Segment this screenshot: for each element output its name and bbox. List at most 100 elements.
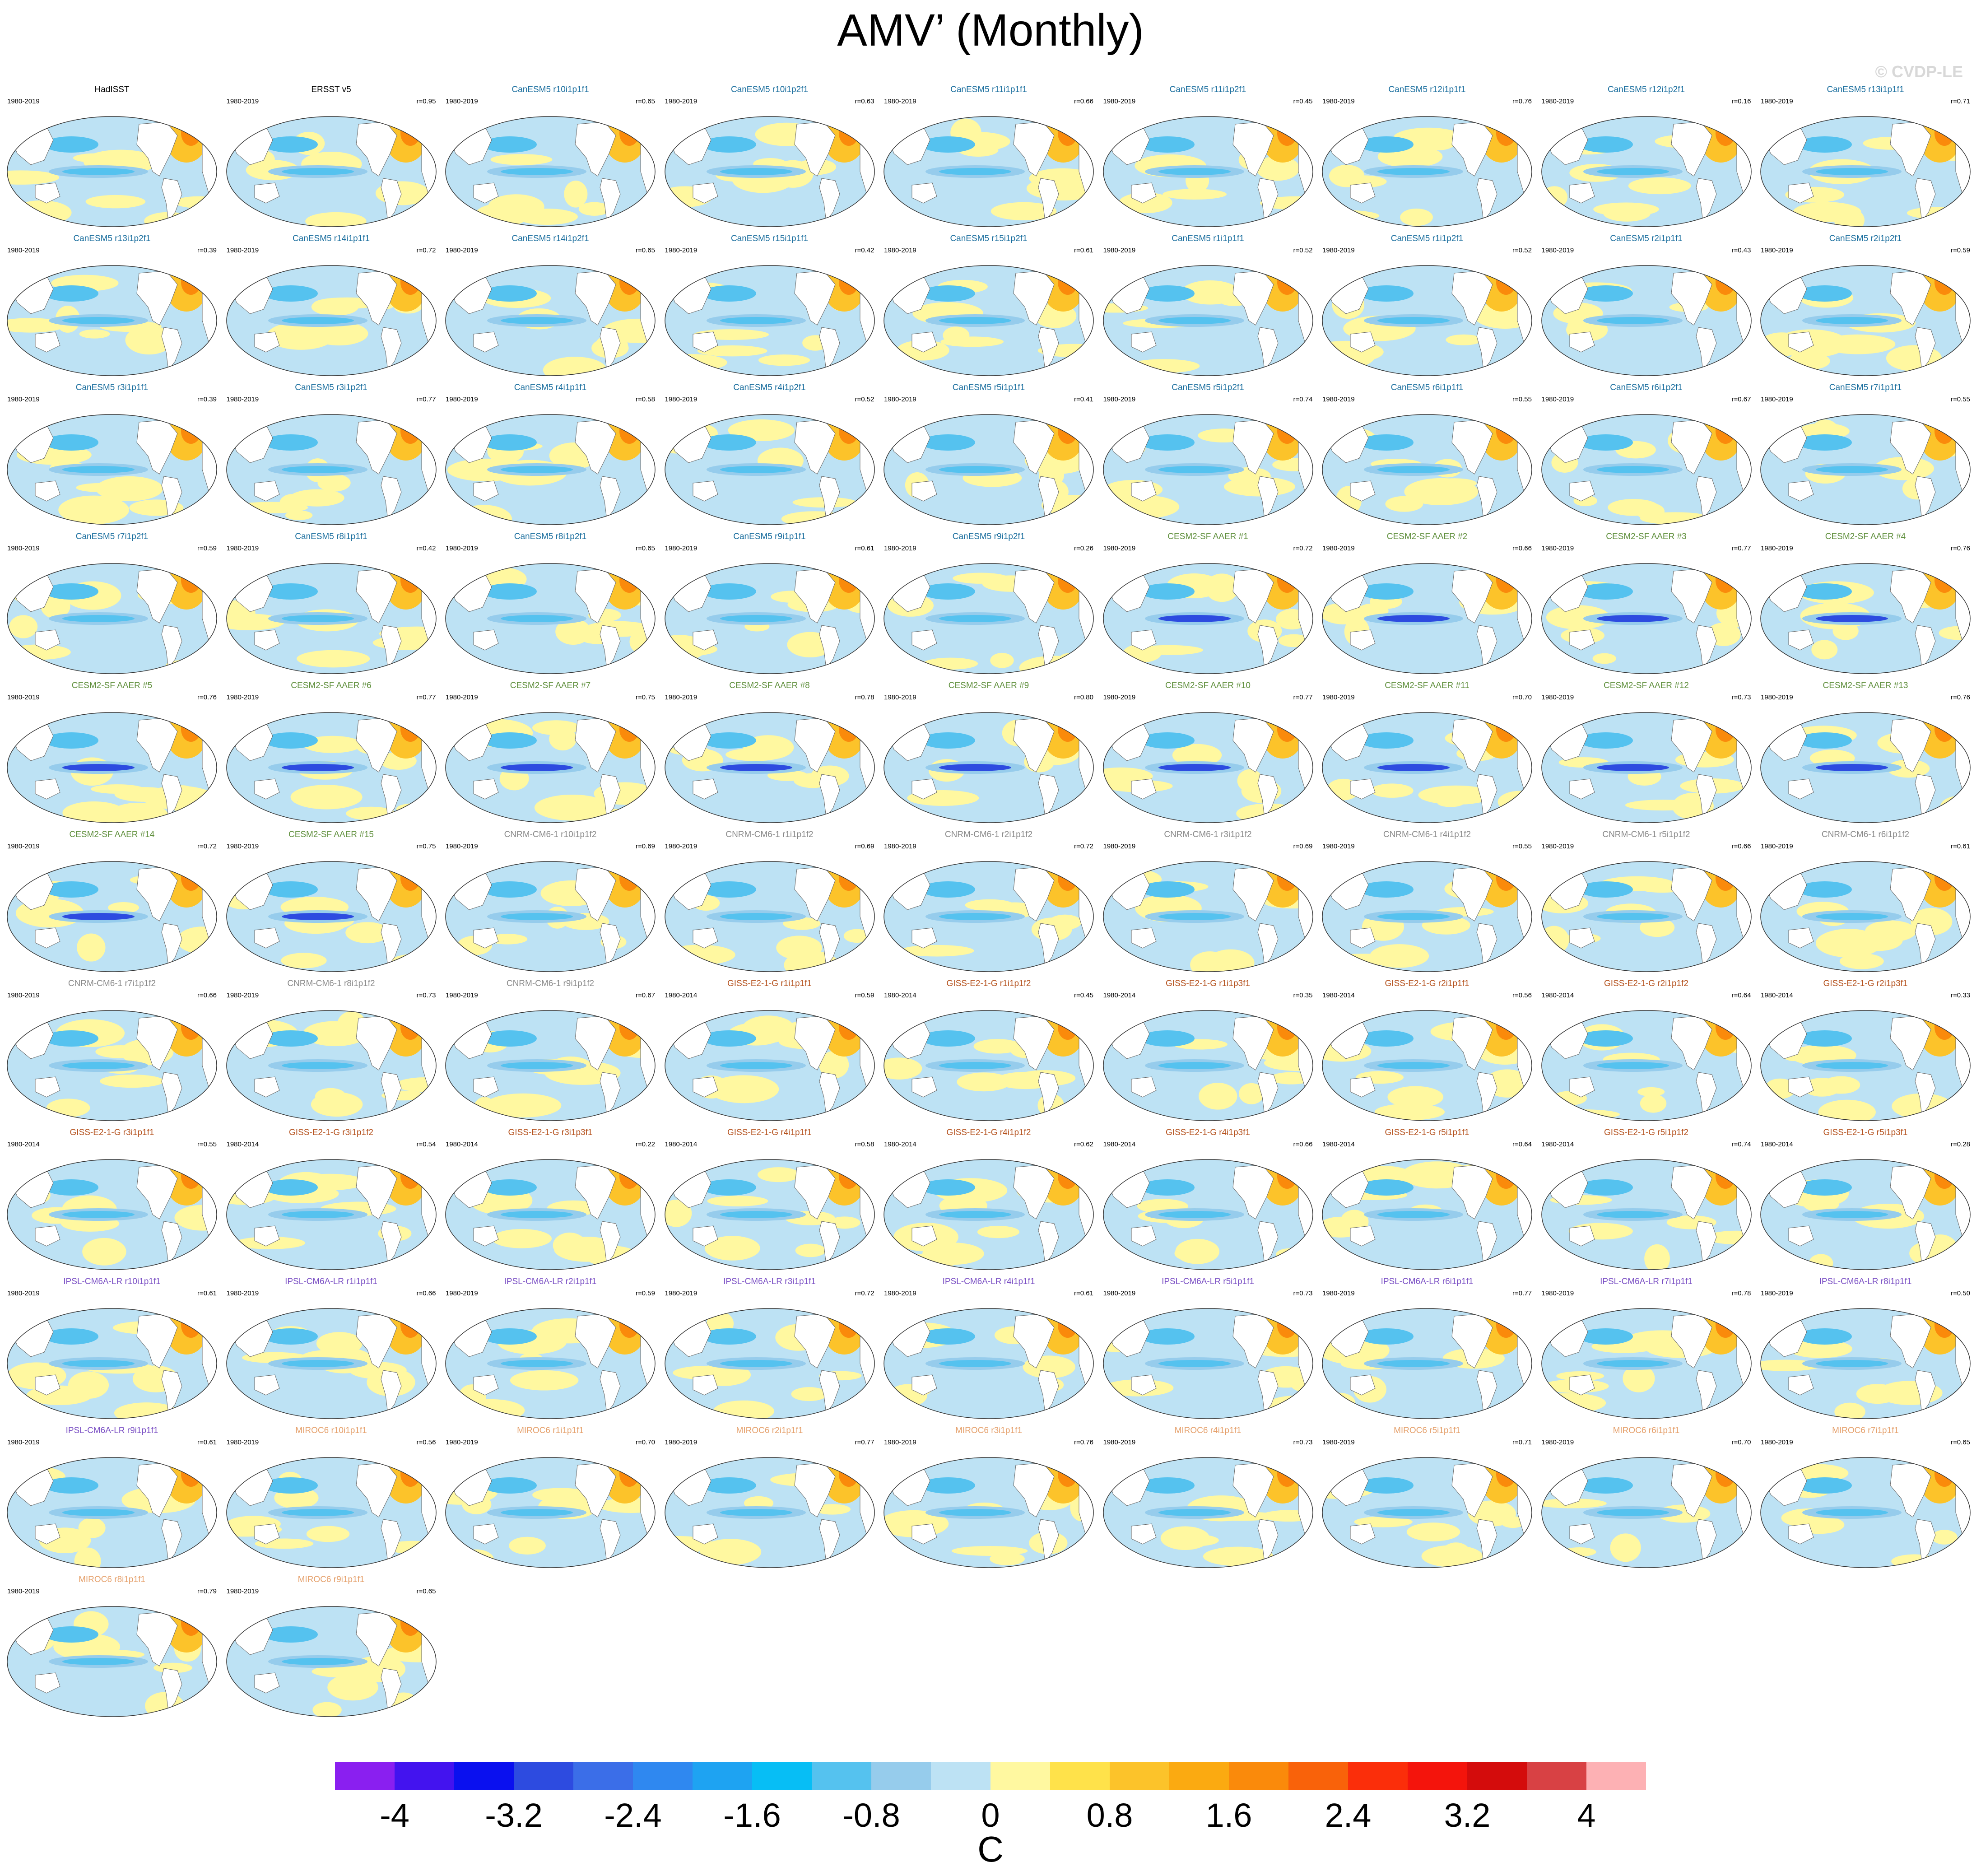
australia-landmass: [254, 331, 280, 353]
north-atlantic-peak: [846, 1018, 855, 1027]
map-panel: IPSL-CM6A-LR r9i1p1f1 1980-2019 r=0.61: [4, 1422, 220, 1571]
sst-anomaly-map: [1541, 116, 1752, 227]
north-atlantic-warm-core: [181, 866, 201, 891]
panel-pattern-correlation: r=0.33: [1951, 992, 1970, 999]
north-america-landmass: [1232, 1313, 1274, 1369]
north-atlantic-peak: [628, 1167, 636, 1176]
australia-landmass: [1350, 1225, 1376, 1247]
australia-landmass: [911, 331, 937, 353]
north-atlantic-peak: [189, 1614, 197, 1623]
north-pacific-cold: [921, 881, 975, 898]
map-panel: CanESM5 r11i1p1f1 1980-2019 r=0.66: [880, 81, 1097, 230]
warm-anomaly-region: [447, 458, 524, 482]
sst-anomaly-map: [1102, 116, 1313, 227]
panel-pattern-correlation: r=0.52: [855, 396, 874, 403]
sst-anomaly-map: [1322, 563, 1532, 674]
colorbar-swatch: [1110, 1762, 1170, 1790]
map-panel: GISS-E2-1-G r2i1p1f1 1980-2014 r=0.56: [1319, 975, 1535, 1124]
warm-anomaly-region: [554, 443, 587, 467]
map-panel: CESM2-SF AAER #10 1980-2019 r=0.77: [1100, 677, 1316, 826]
north-pacific-cold: [44, 732, 98, 749]
panel-period: 1980-2014: [1541, 1140, 1574, 1148]
pacific-cold-core: [1596, 466, 1669, 473]
pacific-cold-core: [1816, 466, 1888, 473]
panel-member-label: CESM2-SF AAER #2: [1386, 532, 1468, 541]
north-atlantic-warm-core: [1496, 121, 1516, 146]
map-panel: MIROC6 r4i1p1f1 1980-2019 r=0.73: [1100, 1422, 1316, 1571]
sst-anomaly-map: [226, 1159, 437, 1270]
sst-anomaly-map: [445, 712, 656, 823]
pacific-cold-core: [1158, 1360, 1231, 1367]
north-atlantic-peak: [1943, 273, 1951, 282]
panel-member-label: CanESM5 r8i1p2f1: [514, 532, 587, 541]
australia-landmass: [1788, 1523, 1814, 1545]
panel-pattern-correlation: r=0.73: [1731, 694, 1751, 701]
north-pacific-cold: [1140, 1179, 1195, 1196]
north-atlantic-warm-core: [1058, 1313, 1078, 1338]
warm-anomaly-region: [757, 1167, 800, 1182]
north-atlantic-peak: [1285, 1018, 1293, 1027]
north-atlantic-peak: [189, 422, 197, 431]
north-america-landmass: [1232, 717, 1274, 773]
north-atlantic-peak: [628, 1316, 636, 1325]
australia-landmass: [1131, 1225, 1157, 1247]
panel-period: 1980-2019: [665, 98, 698, 105]
north-pacific-cold: [921, 136, 975, 153]
australia-landmass: [35, 1374, 60, 1396]
panel-pattern-correlation: r=0.76: [1951, 694, 1970, 701]
panel-pattern-correlation: r=0.67: [1731, 396, 1751, 403]
map-panel: CanESM5 r10i1p1f1 1980-2019 r=0.65: [442, 81, 659, 230]
australia-landmass: [1131, 1523, 1157, 1545]
warm-anomaly-region: [1238, 1083, 1264, 1104]
north-pacific-cold: [1578, 1328, 1633, 1345]
panel-pattern-correlation: r=0.76: [1512, 98, 1532, 105]
north-atlantic-warm-core: [1058, 866, 1078, 891]
warm-anomaly-region: [1640, 1094, 1666, 1113]
north-atlantic-peak: [846, 1316, 855, 1325]
australia-landmass: [1350, 629, 1376, 651]
north-america-landmass: [794, 419, 836, 475]
sst-anomaly-map: [1322, 1159, 1532, 1270]
sst-anomaly-map: [1760, 712, 1971, 823]
map-frame: [1760, 414, 1971, 525]
map-panel: CNRM-CM6-1 r6i1p1f2 1980-2019 r=0.61: [1757, 826, 1974, 975]
panel-pattern-correlation: r=0.67: [636, 992, 655, 999]
north-pacific-cold: [1140, 1328, 1195, 1345]
sst-anomaly-map: [884, 116, 1094, 227]
panel-period: 1980-2019: [7, 396, 40, 403]
panel-pattern-correlation: r=0.80: [1074, 694, 1093, 701]
warm-anomaly-region: [898, 1253, 962, 1268]
australia-landmass: [1350, 778, 1376, 800]
panel-member-label: CanESM5 r1i1p2f1: [1390, 234, 1464, 243]
panel-period: 1980-2019: [446, 992, 478, 999]
north-atlantic-peak: [1066, 422, 1074, 431]
pacific-cold-core: [1596, 317, 1669, 324]
sst-anomaly-map: [1102, 1308, 1313, 1419]
north-america-landmass: [1670, 1164, 1712, 1220]
australia-landmass: [473, 1225, 499, 1247]
map-panel: GISS-E2-1-G r5i1p1f1 1980-2014 r=0.64: [1319, 1124, 1535, 1273]
pacific-cold-core: [1158, 913, 1231, 920]
sst-anomaly-map: [1102, 563, 1313, 674]
panel-period: 1980-2019: [446, 694, 478, 701]
north-atlantic-warm-core: [1496, 419, 1516, 444]
sst-anomaly-map: [884, 1010, 1094, 1121]
warm-anomaly-region: [1204, 573, 1239, 602]
map-frame: [664, 712, 875, 823]
warm-anomaly-region: [95, 1045, 147, 1058]
sst-anomaly-map: [884, 414, 1094, 525]
map-panel: CanESM5 r6i1p1f1 1980-2019 r=0.55: [1319, 379, 1535, 528]
panel-member-label: CESM2-SF AAER #4: [1825, 532, 1906, 541]
warm-anomaly-region: [1324, 1392, 1356, 1414]
warm-anomaly-region: [1060, 652, 1092, 661]
north-atlantic-warm-core: [1277, 1015, 1297, 1040]
panel-period: 1980-2019: [226, 1438, 259, 1446]
north-pacific-cold: [44, 881, 98, 898]
warm-anomaly-region: [795, 1243, 826, 1257]
north-pacific-cold: [483, 1179, 537, 1196]
map-frame: [226, 712, 437, 823]
north-atlantic-warm-core: [838, 1015, 859, 1040]
north-america-landmass: [1670, 717, 1712, 773]
north-pacific-cold: [1359, 1030, 1414, 1047]
north-atlantic-warm-core: [1277, 866, 1297, 891]
